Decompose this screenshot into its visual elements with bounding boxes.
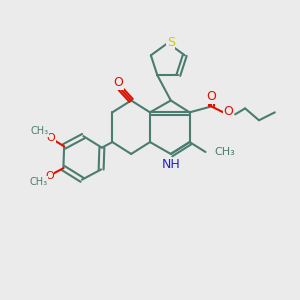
Text: O: O [45, 171, 54, 181]
Text: NH: NH [161, 158, 180, 171]
Text: CH₃: CH₃ [29, 177, 47, 187]
Text: O: O [113, 76, 123, 89]
Text: O: O [223, 105, 233, 118]
Text: O: O [206, 90, 216, 103]
Text: CH₃: CH₃ [31, 126, 49, 136]
Text: CH₃: CH₃ [214, 147, 235, 157]
Text: O: O [46, 133, 55, 143]
Text: S: S [167, 37, 175, 50]
